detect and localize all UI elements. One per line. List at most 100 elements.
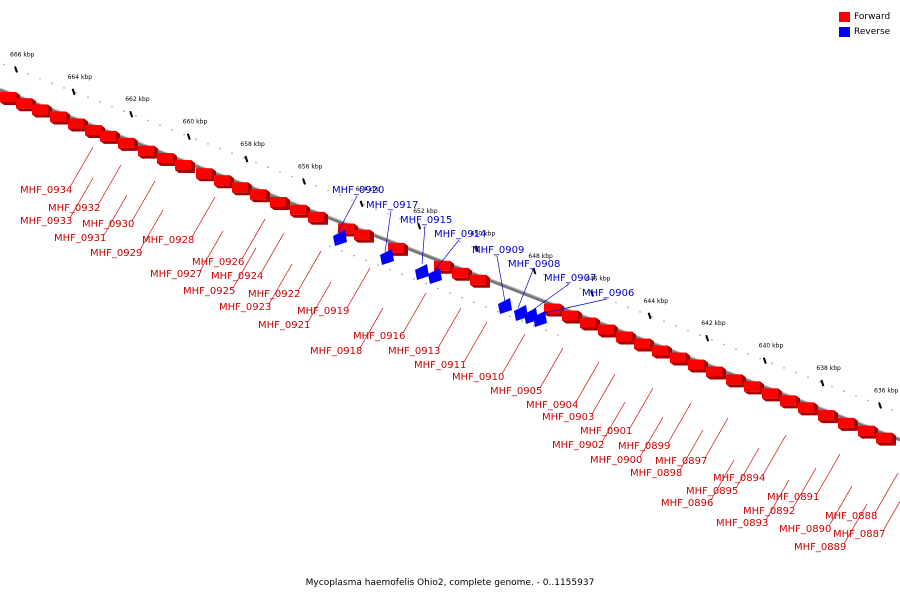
label-leaders: [69, 146, 900, 545]
scale-dot: [891, 409, 893, 411]
scale-dot: [795, 371, 797, 374]
scale-dot: [339, 194, 341, 197]
scale-dot: [699, 334, 701, 337]
label-leader: [710, 459, 735, 501]
forward-gene-label: MHF_0902: [552, 440, 604, 451]
gene-block: [470, 274, 490, 288]
kbp-tick-label: 658 kbp: [240, 141, 265, 148]
label-leader: [463, 321, 488, 363]
forward-gene-label: MHF_0897: [655, 456, 707, 467]
kbp-tick-label: 640 kbp: [759, 343, 784, 350]
scale-dot: [867, 399, 869, 402]
kbp-tick-label: 636 kbp: [874, 387, 899, 394]
label-leader: [575, 361, 600, 403]
forward-gene-label: MHF_0892: [743, 506, 795, 517]
scale-dot: [483, 250, 485, 253]
gene-block: [818, 410, 838, 424]
scale-dot: [771, 362, 773, 365]
gene-block: [157, 153, 177, 167]
kbp-tick-mark: [647, 312, 652, 320]
label-leader: [704, 417, 729, 459]
scale-dot: [315, 185, 317, 187]
scale-dot: [723, 343, 725, 346]
kbp-tick-mark: [186, 133, 191, 140]
scale-dot: [437, 287, 439, 290]
scale-dot: [279, 171, 281, 173]
kbp-tick-mark: [302, 178, 306, 185]
label-leader: [199, 230, 224, 272]
scale-dot: [27, 73, 29, 75]
kbp-tick-label: 666 kbp: [10, 51, 35, 58]
label-leader: [359, 307, 384, 349]
legend-reverse: Reverse: [839, 24, 890, 39]
gene-block: [798, 402, 818, 416]
label-leader: [882, 500, 900, 532]
forward-gene-label: MHF_0918: [310, 346, 362, 357]
scale-dot: [459, 241, 461, 243]
label-leader: [97, 164, 122, 206]
scale-dot: [519, 264, 521, 267]
scale-dot: [533, 324, 535, 327]
scale-dot: [831, 385, 833, 388]
kbp-tick-label: 652 kbp: [413, 208, 438, 215]
kbp-tick-mark: [14, 66, 18, 73]
scale-dot: [123, 110, 125, 113]
gene-block: [32, 104, 52, 118]
forward-gene-label: MHF_0910: [452, 372, 504, 383]
legend-reverse-label: Reverse: [854, 26, 891, 37]
scale-dot: [711, 339, 713, 341]
scale-dot: [365, 259, 367, 262]
forward-gene-label: MHF_0929: [90, 248, 142, 259]
gene-block-reverse: [380, 249, 394, 265]
scale-dot: [509, 315, 511, 318]
gene-block: [100, 130, 120, 144]
kbp-tick-label: 656 kbp: [298, 163, 323, 170]
forward-gene-label: MHF_0934: [20, 185, 72, 196]
label-leader: [268, 263, 293, 305]
reverse-gene-label: MHF_0920: [332, 185, 384, 196]
label-leader: [629, 387, 654, 429]
scale-dot: [327, 189, 329, 192]
reverse-gene-label: MHF_0915: [400, 215, 452, 226]
forward-gene-label: MHF_0890: [779, 524, 831, 535]
scale-dot: [353, 254, 355, 257]
scale-dot: [341, 250, 343, 252]
forward-gene-label: MHF_0905: [490, 386, 542, 397]
forward-gene-label: MHF_0927: [150, 269, 202, 280]
scale-dot: [183, 133, 185, 136]
gene-block: [616, 331, 636, 345]
scale-dot: [135, 115, 137, 117]
forward-gene-label: MHF_0933: [20, 216, 72, 227]
kbp-tick-mark: [129, 110, 134, 118]
scale-dot: [747, 353, 749, 355]
scale-dot: [495, 255, 497, 257]
forward-gene-label: MHF_0925: [183, 286, 235, 297]
forward-gene-label: MHF_0922: [248, 289, 300, 300]
scale-dot: [411, 222, 413, 225]
gene-block-reverse: [333, 230, 347, 246]
gene-block: [354, 229, 374, 243]
gene-block: [544, 303, 564, 317]
gene-block: [196, 168, 216, 182]
gene-block: [138, 145, 158, 159]
scale-dot: [377, 264, 379, 266]
scale-dot: [687, 329, 689, 332]
forward-gene-label: MHF_0928: [142, 235, 194, 246]
gene-block-reverse: [415, 264, 429, 280]
forward-gene-label: MHF_0921: [258, 320, 310, 331]
scale-dot: [171, 129, 173, 131]
scale-dot: [531, 269, 533, 271]
gene-block: [175, 160, 195, 174]
scale-dot: [231, 152, 233, 155]
kbp-tick-mark: [71, 88, 76, 96]
label-leader: [517, 269, 534, 309]
label-leader: [874, 472, 899, 514]
forward-gene-label: MHF_0919: [297, 306, 349, 317]
kbp-tick-mark: [244, 155, 249, 163]
forward-gene-label: MHF_0888: [825, 511, 877, 522]
label-leader: [501, 333, 526, 375]
label-leader: [297, 250, 322, 292]
kbp-ticks: 666 kbp 664 kbp 662 kbp 660 kbp 658 kbp 656 k…: [10, 51, 899, 409]
forward-gene-label: MHF_0911: [414, 360, 466, 371]
